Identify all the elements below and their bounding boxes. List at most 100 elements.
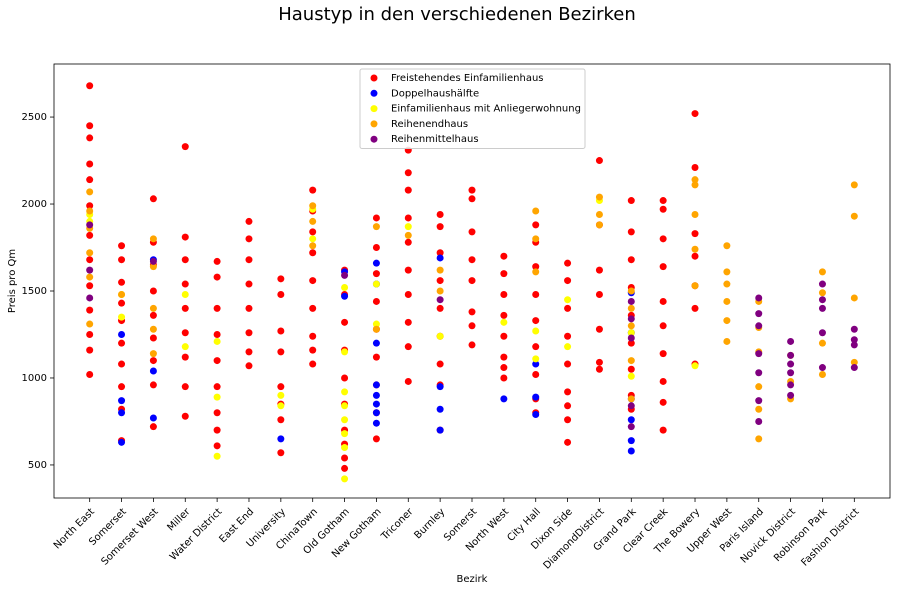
point <box>309 277 317 285</box>
point <box>627 416 635 424</box>
point <box>404 214 412 222</box>
point <box>277 402 285 410</box>
point <box>372 409 380 417</box>
legend-marker <box>370 120 378 128</box>
y-tick-label: 2000 <box>22 199 47 210</box>
point <box>118 330 126 338</box>
point <box>850 358 858 366</box>
point <box>564 343 572 351</box>
point <box>372 244 380 252</box>
point <box>213 383 221 391</box>
point <box>659 377 667 385</box>
point <box>818 364 826 372</box>
point <box>118 409 126 417</box>
point <box>500 353 508 361</box>
point <box>341 430 349 438</box>
point <box>341 454 349 462</box>
point <box>627 447 635 455</box>
point <box>659 297 667 305</box>
point <box>595 365 603 373</box>
point <box>118 438 126 446</box>
point <box>755 350 763 358</box>
point <box>277 435 285 443</box>
point <box>436 266 444 274</box>
point <box>86 221 94 229</box>
point <box>86 370 94 378</box>
y-tick-label: 2500 <box>22 112 47 123</box>
point <box>86 330 94 338</box>
point <box>86 134 94 142</box>
point <box>564 332 572 340</box>
point <box>723 242 731 250</box>
point <box>468 277 476 285</box>
point <box>723 317 731 325</box>
point <box>436 332 444 340</box>
point <box>149 325 157 333</box>
legend-marker <box>370 135 378 143</box>
point <box>787 369 795 377</box>
point <box>436 287 444 295</box>
point <box>595 325 603 333</box>
point <box>86 122 94 130</box>
point <box>245 304 253 312</box>
point <box>309 304 317 312</box>
point <box>309 202 317 210</box>
point <box>404 238 412 246</box>
point <box>341 271 349 279</box>
point <box>149 367 157 375</box>
point <box>86 320 94 328</box>
point <box>595 290 603 298</box>
point <box>564 296 572 304</box>
point <box>245 348 253 356</box>
point <box>595 210 603 218</box>
point <box>436 296 444 304</box>
point <box>309 346 317 354</box>
point <box>627 372 635 380</box>
point <box>309 249 317 257</box>
point <box>181 412 189 420</box>
point <box>659 398 667 406</box>
point <box>149 287 157 295</box>
point <box>86 202 94 210</box>
point <box>787 337 795 345</box>
point <box>149 311 157 319</box>
point <box>86 188 94 196</box>
legend-label: Einfamilienhaus mit Anliegerwohnung <box>391 104 581 115</box>
point <box>627 304 635 312</box>
point <box>755 383 763 391</box>
point <box>309 217 317 225</box>
point <box>436 223 444 231</box>
point <box>627 329 635 337</box>
legend-label: Reihenendhaus <box>391 119 468 130</box>
point <box>500 395 508 403</box>
point <box>818 304 826 312</box>
point <box>149 350 157 358</box>
point <box>787 351 795 359</box>
point <box>404 231 412 239</box>
point <box>277 348 285 356</box>
point <box>595 266 603 274</box>
point <box>500 290 508 298</box>
point <box>118 278 126 286</box>
point <box>532 290 540 298</box>
point <box>532 343 540 351</box>
point <box>118 397 126 405</box>
point <box>181 343 189 351</box>
point <box>181 290 189 298</box>
point <box>627 297 635 305</box>
point <box>627 256 635 264</box>
point <box>532 393 540 401</box>
point <box>436 405 444 413</box>
y-tick-label: 1000 <box>22 373 47 384</box>
point <box>787 391 795 399</box>
point <box>723 297 731 305</box>
point <box>213 452 221 460</box>
point <box>341 475 349 483</box>
point <box>213 442 221 450</box>
point <box>341 348 349 356</box>
point <box>245 256 253 264</box>
point <box>468 341 476 349</box>
legend-marker <box>370 89 378 97</box>
point <box>277 383 285 391</box>
